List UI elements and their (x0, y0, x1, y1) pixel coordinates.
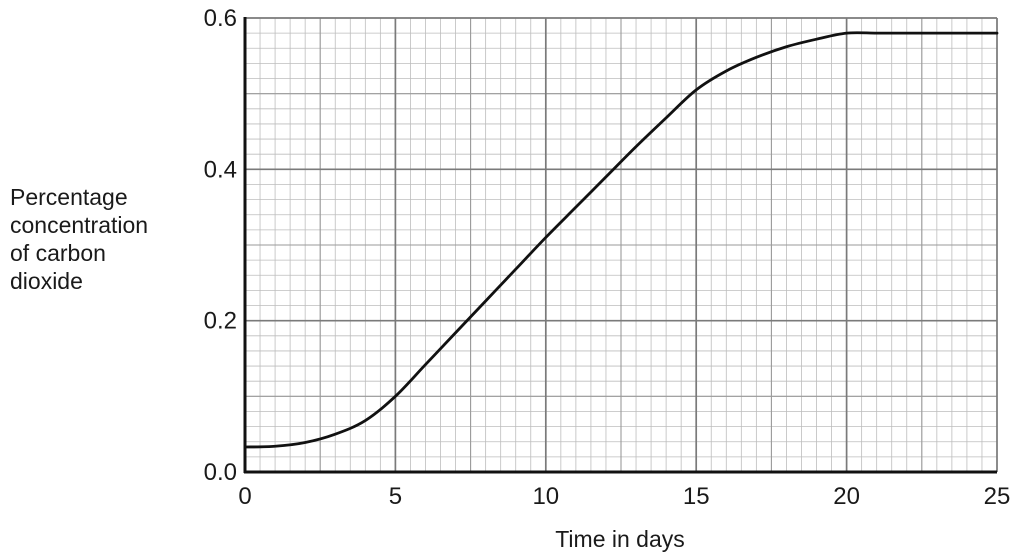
x-tick-labels: 0 5 10 15 20 25 (238, 483, 1010, 510)
y-tick-label: 0.0 (204, 459, 237, 486)
y-axis-label-line: concentration (10, 212, 148, 238)
axes (243, 17, 997, 474)
x-tick-label: 20 (833, 483, 860, 510)
y-axis-label-line: Percentage (10, 184, 128, 210)
series-line (243, 31, 999, 449)
x-tick-label: 5 (389, 483, 402, 510)
y-tick-label: 0.2 (204, 308, 237, 335)
y-axis-label-line: of carbon (10, 240, 106, 266)
x-tick-label: 0 (238, 483, 251, 510)
y-tick-label: 0.6 (204, 5, 237, 32)
x-tick-label: 25 (984, 483, 1011, 510)
y-tick-labels: 0.0 0.2 0.4 0.6 (204, 5, 237, 486)
x-axis-label: Time in days (555, 526, 685, 552)
grid-major (244, 17, 998, 473)
x-tick-label: 10 (532, 483, 559, 510)
y-axis-label-line: dioxide (10, 268, 83, 294)
x-tick-label: 15 (683, 483, 710, 510)
y-tick-label: 0.4 (204, 156, 237, 183)
y-axis-label: Percentage concentration of carbon dioxi… (10, 184, 154, 294)
series-layer (243, 31, 999, 449)
